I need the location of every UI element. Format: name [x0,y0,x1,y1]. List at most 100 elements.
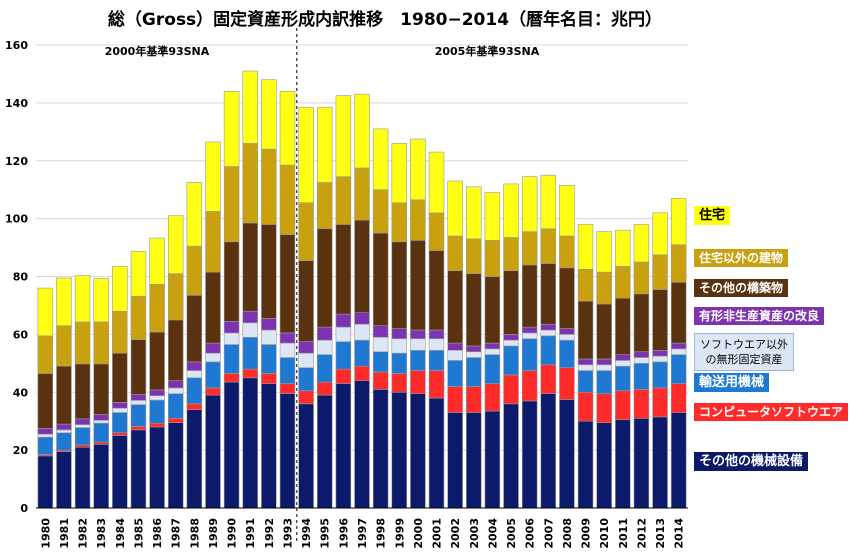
x-tick-label: 1982 [77,518,90,549]
bar-segment [410,338,426,351]
bar-segment [223,332,240,345]
bar-segment [316,106,333,183]
bar-segment [37,287,54,337]
x-tick-label: 2012 [635,518,648,549]
bar-segment [112,435,128,509]
bar-segment [242,143,258,224]
bar-segment [577,420,594,509]
y-tick-label: 40 [13,386,29,399]
bar-segment [615,365,631,392]
x-tick-label: 1997 [356,518,369,549]
y-tick-label: 160 [5,39,28,52]
bar-segment [186,182,203,247]
y-tick-label: 20 [13,444,29,457]
bar-segment [335,224,352,315]
bar-segment [596,370,612,394]
bar-segment [670,412,687,509]
bar-segment [242,222,258,312]
bar-segment [112,352,128,403]
bar-segment [74,275,91,323]
bar-segment [242,70,258,144]
bar-segment [167,380,184,389]
bar-segment [316,394,333,509]
bar-segment [428,250,445,331]
bar-segment [540,393,557,509]
bar-segment [633,351,650,358]
bar-segment [56,325,72,367]
x-tick-label: 1999 [393,518,406,549]
bar-segment [577,364,594,371]
bar-segment [447,349,463,361]
bar-segment [279,393,296,509]
bar-segment [540,228,557,264]
bar-segment [298,106,314,204]
legend-label: の無形固定資産 [705,353,783,366]
bar-segment [93,444,109,509]
bar-segment [223,166,240,243]
bar-segment [149,426,165,509]
x-tick-label: 1998 [375,518,388,549]
legend-entry: ソフトウエア以外 の無形固定資産 [694,333,794,371]
bar-segment [391,373,408,393]
bar-segment [74,418,91,425]
bar-segment [503,339,519,347]
legend-entry: 輸送用機械 [694,373,770,392]
bar-segment [149,395,165,401]
bar-segment [652,289,668,351]
bar-segment [484,383,501,412]
annotation-right: 2005年基準93SNA [435,44,540,58]
bar-segment [484,240,501,277]
bar-segment [261,318,277,331]
bar-segment [633,293,650,353]
bar-segment [279,164,296,235]
bar-segment [372,336,389,353]
bar-segment [186,377,203,405]
legend-entry: その他の構築物 [694,279,789,297]
x-tick-label: 1994 [300,518,313,549]
bar-segment [56,432,72,451]
bar-segment [410,349,426,371]
bar-segment [261,373,277,384]
bar-segment [261,344,277,374]
x-tick-label: 1980 [39,518,52,549]
bar-segment [521,400,538,509]
x-tick-label: 1981 [58,518,71,549]
bar-segment [410,370,426,394]
bar-segment [242,377,258,509]
bar-segment [447,386,463,413]
bar-segment [354,312,370,325]
bar-segment [615,360,631,367]
bar-segment [37,428,54,435]
bar-segment [335,176,352,225]
legend-entry: 住宅以外の建物 [694,249,789,267]
bar-segment [521,338,538,371]
bar-segment [372,325,389,338]
bar-segment [112,310,128,354]
bar-segment [186,370,203,379]
x-tick-label: 1989 [207,518,220,549]
bar-segment [540,263,557,325]
bar-segment [112,266,128,312]
bar-segment [223,344,240,374]
legend-entry: その他の機械設備 [694,452,809,471]
bar-segment [670,348,687,355]
y-tick-label: 60 [13,328,29,341]
bar-segment [205,211,221,273]
bar-segment [484,276,501,344]
bar-segment [615,297,631,355]
bar-segment [410,329,426,340]
bar-segment [93,441,109,445]
bar-segment [670,281,687,344]
bar-segment [93,422,109,443]
bar-segment [372,351,389,373]
bar-segment [74,363,91,420]
bar-segment [596,393,612,423]
bar-segment [410,393,426,509]
x-tick-label: 1983 [95,518,108,549]
x-tick-label: 2004 [486,518,499,549]
bar-segment [279,332,296,344]
bar-segment [93,363,109,415]
bar-segment [652,254,668,290]
bar-segment [410,240,426,331]
bar-segment [130,394,147,401]
